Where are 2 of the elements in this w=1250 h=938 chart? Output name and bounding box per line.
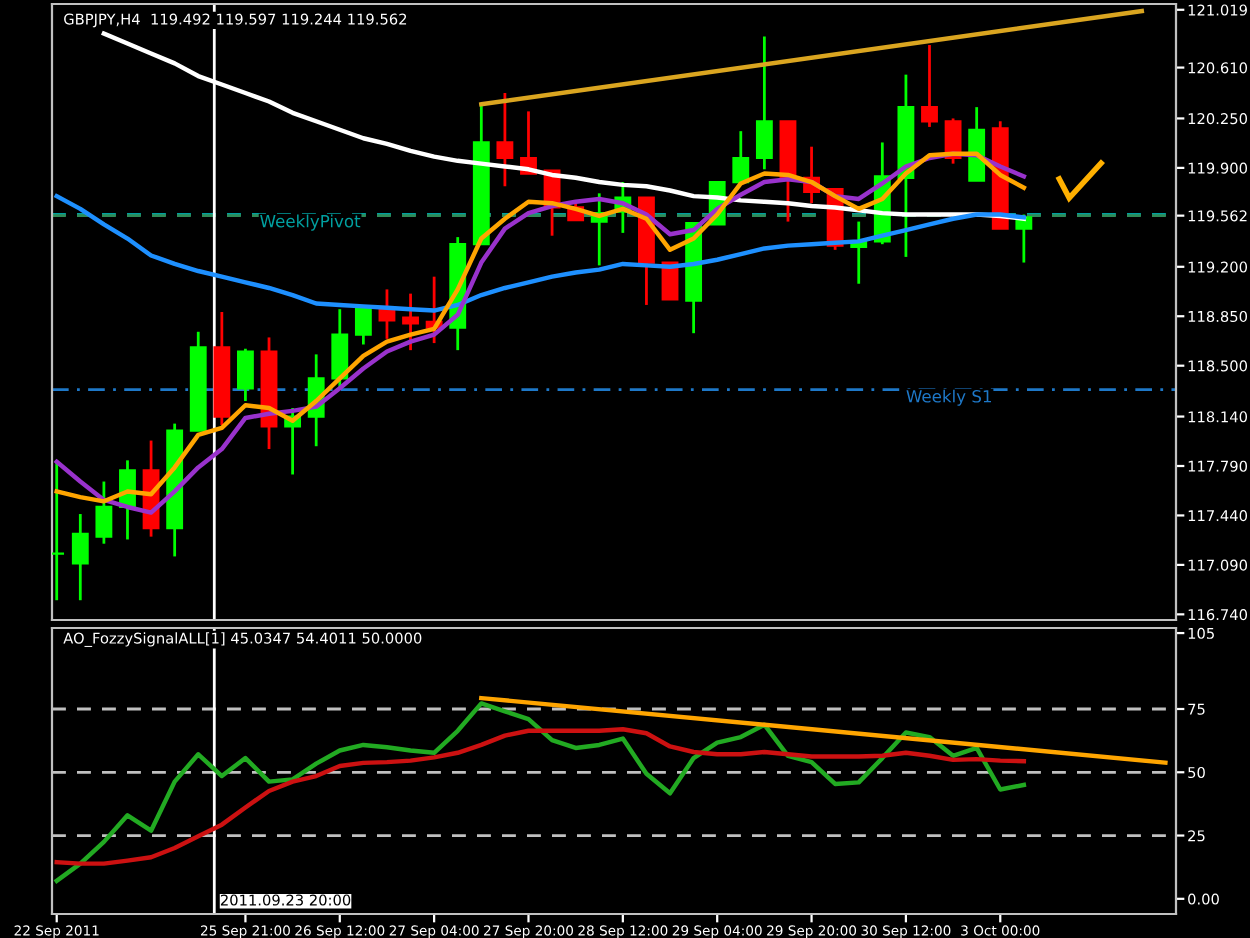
ref-line-label: WeeklyPivot	[260, 214, 361, 231]
ref-line-label: Weekly S1	[906, 389, 992, 406]
